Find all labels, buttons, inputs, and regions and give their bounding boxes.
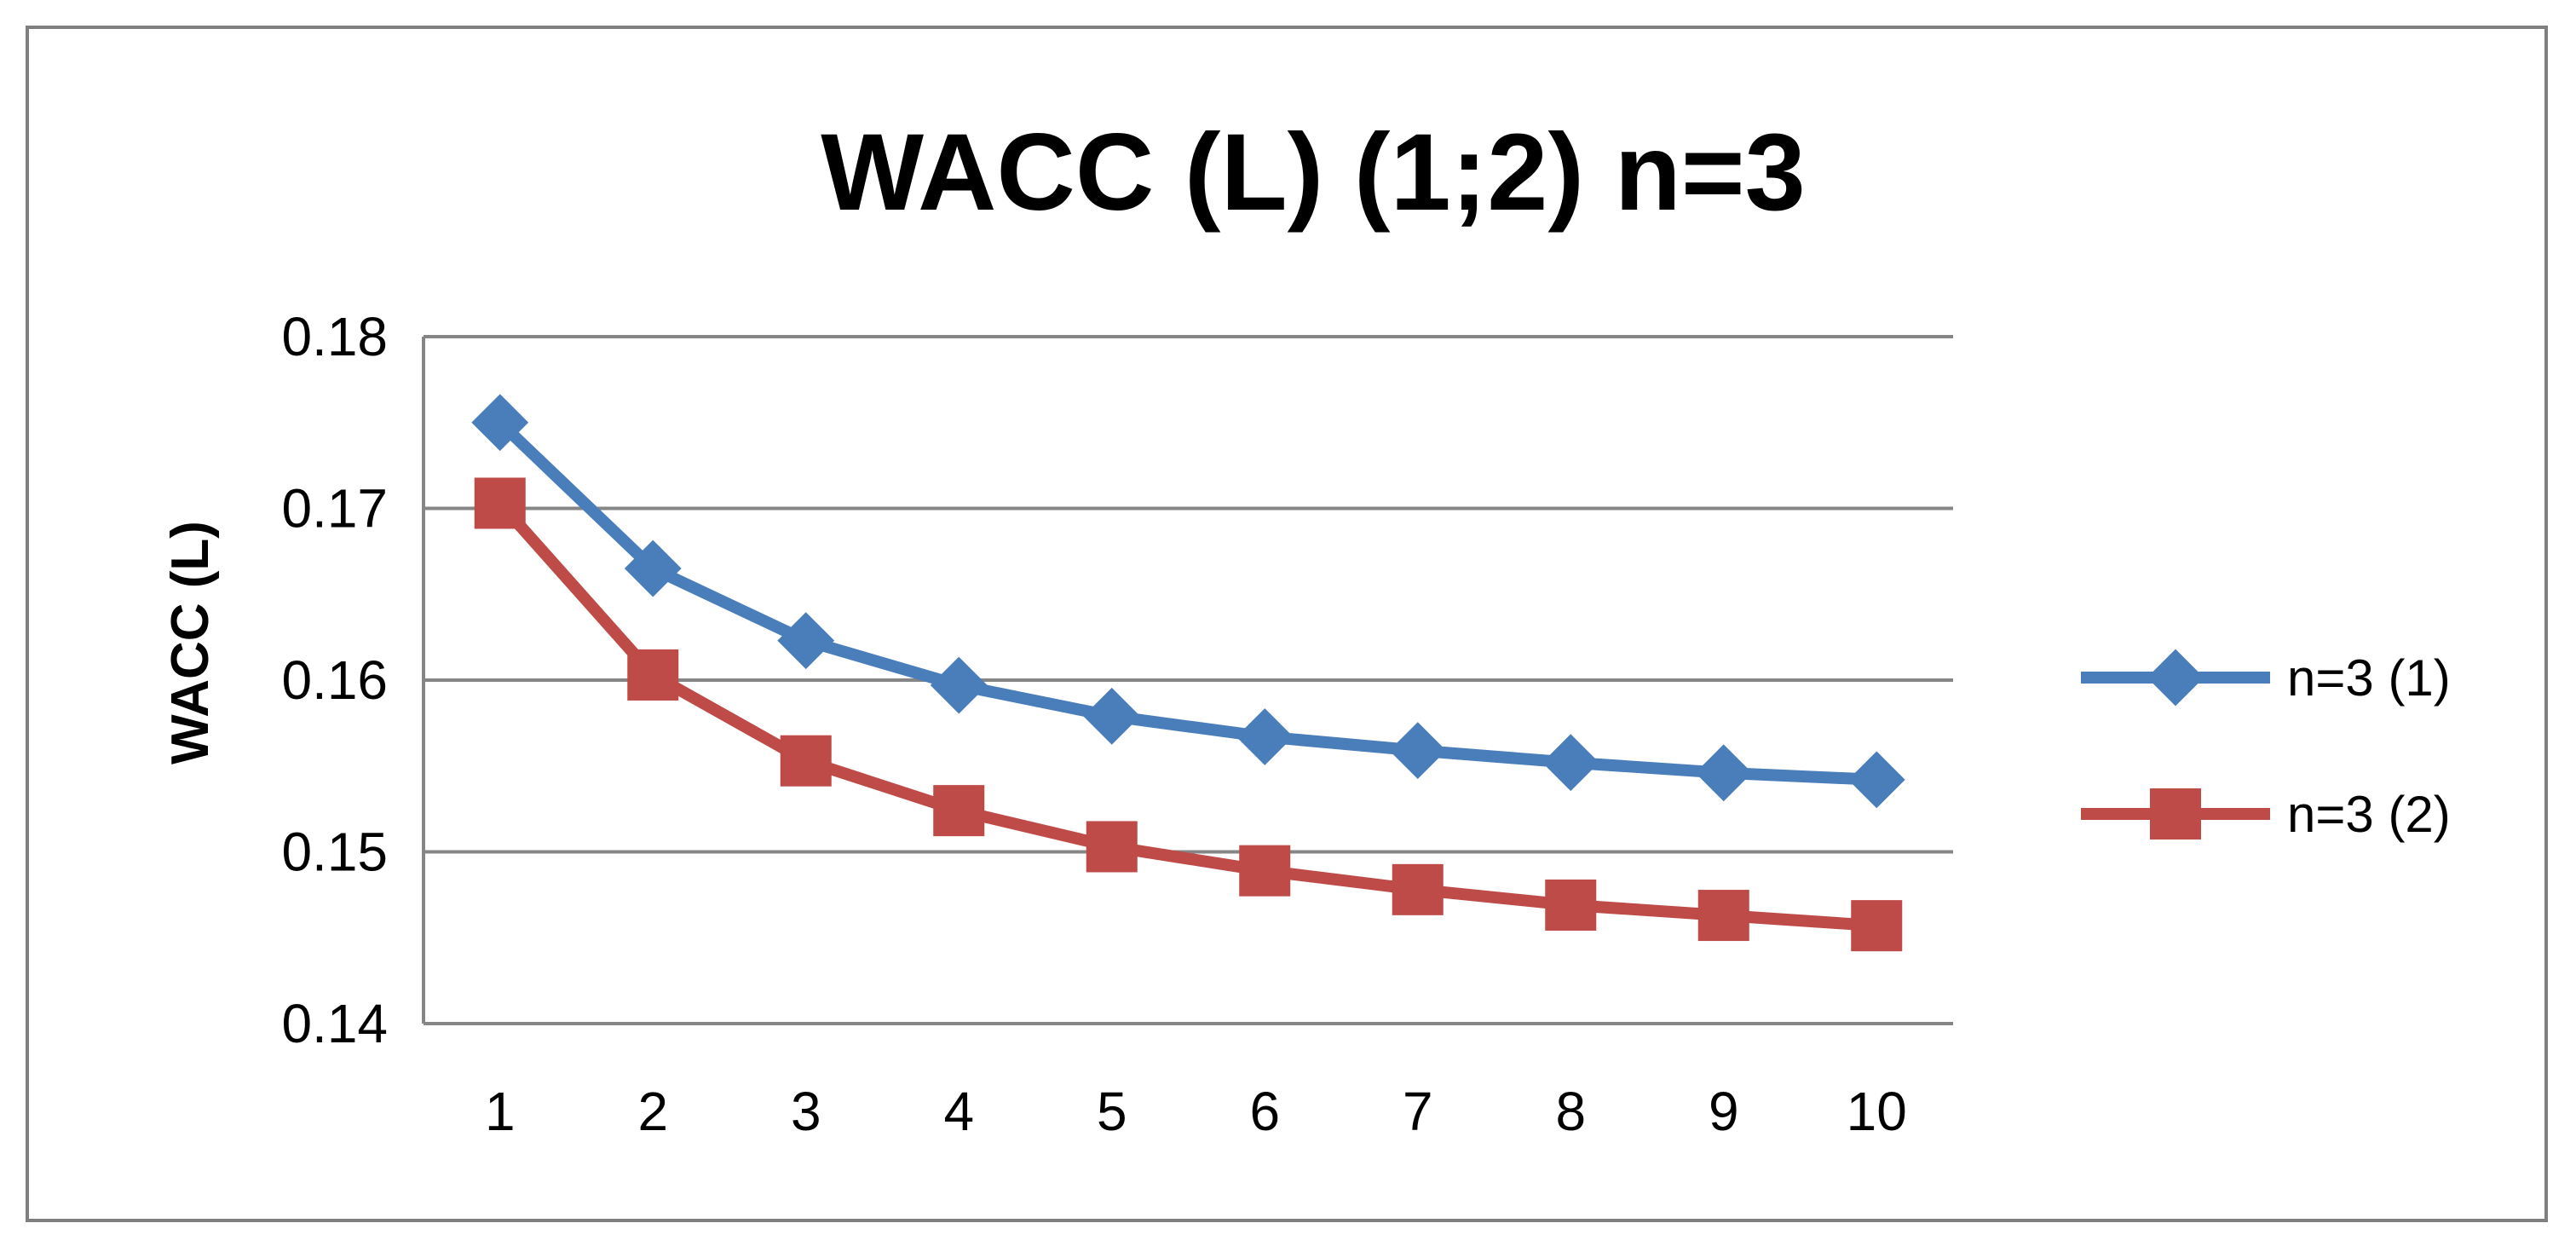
data-point (471, 394, 529, 452)
legend: n=3 (1) n=3 (2) (2081, 649, 2451, 843)
data-point (1695, 744, 1753, 802)
x-tick-label: 1 (485, 1081, 516, 1142)
series-lines (471, 394, 1905, 952)
data-point (1542, 734, 1599, 792)
series-diamond (471, 394, 1905, 809)
chart-frame: WACC (L) (1;2) n=3 WACC (L) 0.14 0.15 0.16… (26, 26, 2548, 1222)
series-line (493, 416, 1883, 786)
legend-item: n=3 (2) (2081, 786, 2451, 843)
series-square (474, 477, 1903, 952)
y-tick-label: 0.14 (281, 993, 388, 1054)
data-point (474, 477, 526, 529)
x-tick-label: 8 (1555, 1081, 1586, 1142)
y-tick-label: 0.15 (281, 822, 388, 883)
data-point (1545, 879, 1597, 931)
y-tick-label: 0.18 (281, 306, 388, 367)
data-point (627, 649, 679, 701)
chart-title: WACC (L) (1;2) n=3 (821, 112, 1806, 234)
data-point (1847, 751, 1905, 809)
data-point (624, 539, 682, 597)
data-point (1697, 890, 1749, 942)
x-tick-label: 6 (1249, 1081, 1280, 1142)
data-point (777, 612, 835, 670)
x-tick-label: 10 (1847, 1081, 1907, 1142)
data-point (930, 656, 988, 714)
legend-label: n=3 (2) (2287, 786, 2451, 843)
data-point (2147, 649, 2204, 707)
data-point (1389, 722, 1447, 780)
y-axis-label: WACC (L) (161, 521, 220, 764)
data-point (2150, 788, 2201, 839)
data-point (933, 785, 985, 837)
data-point (1083, 687, 1141, 745)
x-tick-label: 3 (791, 1081, 821, 1142)
data-point (1086, 821, 1138, 873)
data-point (780, 735, 832, 787)
legend-item: n=3 (1) (2081, 649, 2451, 707)
series-line (493, 497, 1883, 932)
y-tick-labels: 0.14 0.15 0.16 0.17 0.18 (281, 306, 388, 1054)
legend-label: n=3 (1) (2287, 649, 2451, 707)
data-point (1236, 708, 1294, 765)
y-tick-label: 0.17 (281, 478, 388, 539)
data-point (1392, 863, 1444, 915)
x-tick-labels: 1 2 3 4 5 6 7 8 9 10 (485, 1081, 1907, 1142)
x-tick-label: 7 (1403, 1081, 1433, 1142)
data-point (1851, 900, 1903, 952)
x-tick-label: 9 (1709, 1081, 1739, 1142)
data-point (1239, 845, 1291, 897)
x-tick-label: 2 (637, 1081, 668, 1142)
axes (422, 337, 1953, 1025)
x-tick-label: 5 (1097, 1081, 1127, 1142)
x-tick-label: 4 (943, 1081, 974, 1142)
y-tick-label: 0.16 (281, 649, 388, 711)
chart-svg: WACC (L) (1;2) n=3 WACC (L) 0.14 0.15 0.16… (161, 112, 2451, 1142)
